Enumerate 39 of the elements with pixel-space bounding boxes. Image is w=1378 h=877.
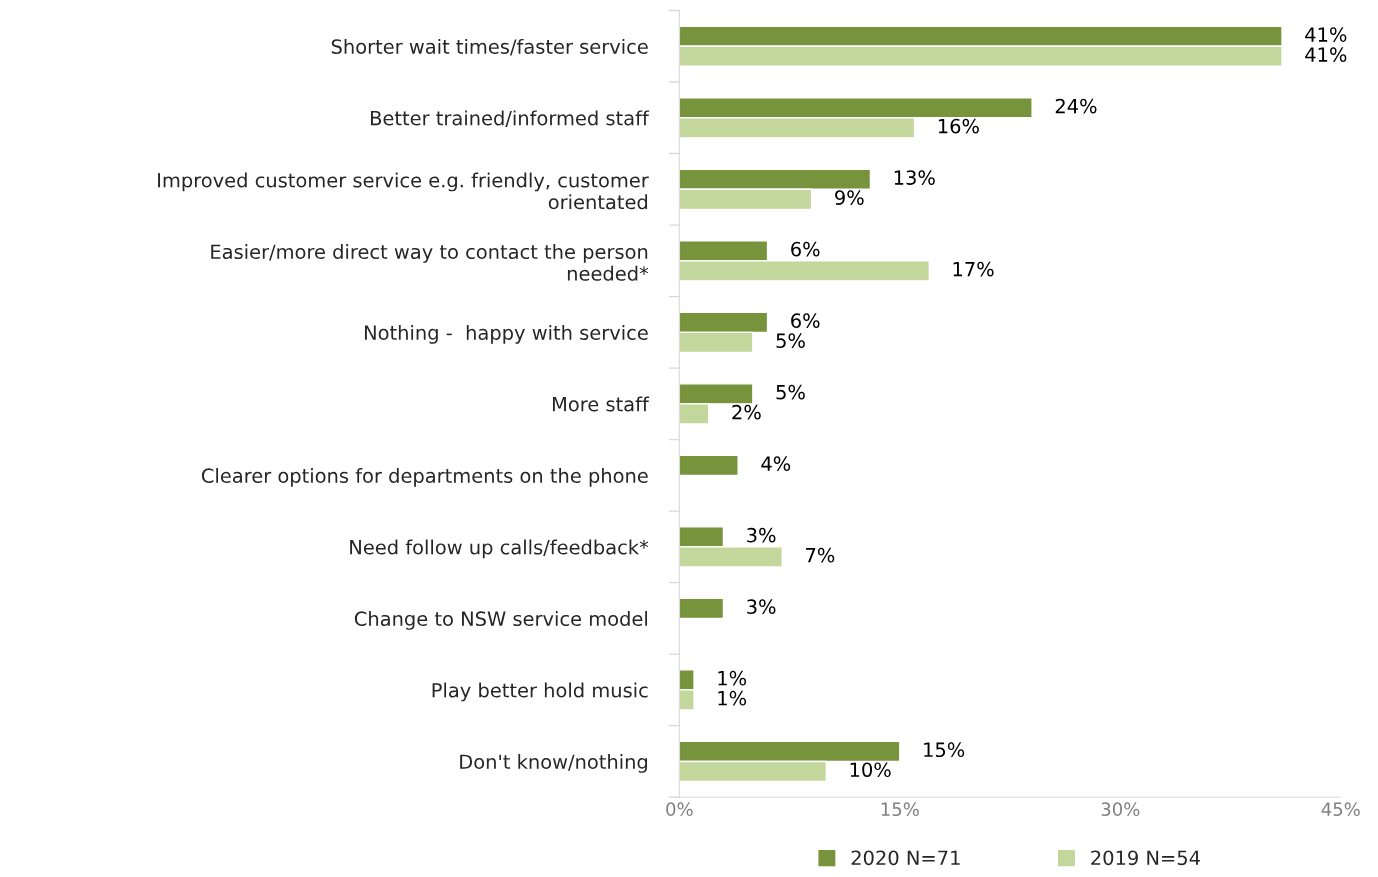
- data-label: 1%: [718, 690, 747, 706]
- y-tick-label: Better trained/informed staff: [371, 110, 650, 127]
- data-label: 3%: [747, 599, 776, 615]
- bar: [679, 454, 739, 477]
- y-tick-label: Nothing - happy with service: [364, 324, 648, 344]
- data-label: 16%: [938, 118, 979, 134]
- data-label: 4%: [761, 456, 791, 471]
- y-tick-label: Clearer options for departments on the phone: [201, 467, 648, 487]
- data-label: 17%: [953, 261, 994, 277]
- data-label: 5%: [776, 333, 805, 348]
- data-label: 7%: [806, 547, 835, 563]
- y-tick-label: Play better hold music: [432, 682, 648, 702]
- legend-label: 2020 N=71: [851, 850, 960, 866]
- data-label: 6%: [791, 313, 820, 328]
- legend-label: 2019 N=54: [1091, 850, 1200, 866]
- data-label: 41%: [1305, 47, 1347, 62]
- y-tick-label: More staff: [552, 396, 650, 412]
- data-label: 1%: [718, 670, 747, 686]
- y-tick-label: Improved customer service e.g. friendly, customer orientated: [158, 172, 649, 210]
- data-label: 13%: [894, 170, 935, 185]
- data-label: 2%: [732, 404, 761, 420]
- data-label: 9%: [835, 190, 864, 205]
- y-tick-label: Easier/more direct way to contact the person needed*: [211, 244, 649, 281]
- data-label: 41%: [1305, 27, 1347, 42]
- data-label: 6%: [791, 241, 820, 257]
- x-tick-label: 0%: [666, 802, 693, 817]
- data-label: 3%: [747, 527, 776, 543]
- bar: [679, 597, 725, 620]
- x-tick-label: 15%: [881, 802, 919, 817]
- y-tick-label: Change to NSW service model: [354, 611, 647, 630]
- data-label: 15%: [924, 742, 965, 758]
- y-tick-label: Need follow up calls/feedback*: [350, 539, 649, 559]
- data-label: 5%: [776, 384, 805, 400]
- x-tick-label: 30%: [1101, 802, 1140, 817]
- y-tick-label: Don't know/nothing: [460, 754, 648, 773]
- y-tick-label: Shorter wait times/faster service: [331, 38, 648, 56]
- data-label: 10%: [850, 762, 891, 778]
- x-tick-label: 45%: [1321, 802, 1360, 817]
- data-label: 24%: [1055, 98, 1097, 114]
